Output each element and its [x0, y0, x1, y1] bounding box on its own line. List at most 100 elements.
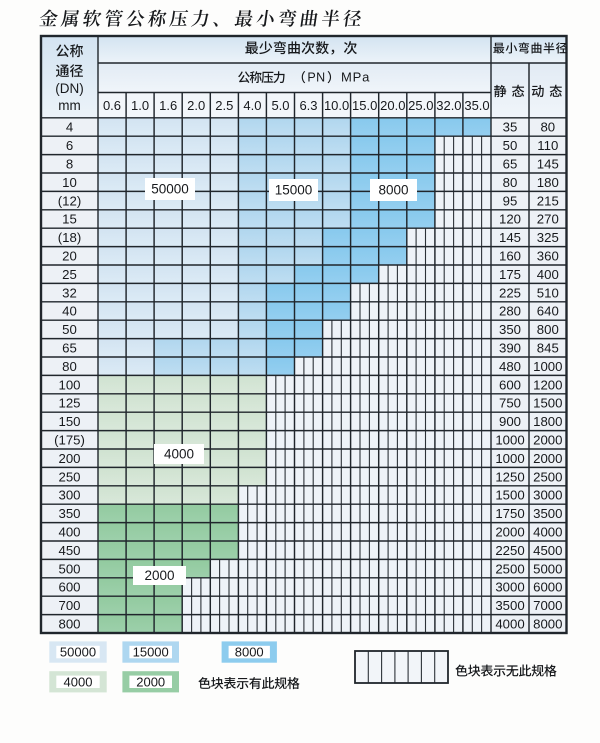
svg-text:510: 510	[537, 285, 559, 300]
svg-text:MPa: MPa	[341, 70, 370, 85]
svg-text:1.6: 1.6	[159, 98, 177, 113]
svg-text:350: 350	[58, 506, 80, 521]
svg-text:325: 325	[537, 230, 559, 245]
svg-text:1000: 1000	[533, 359, 562, 374]
svg-text:1250: 1250	[495, 469, 524, 484]
svg-text:2000: 2000	[533, 433, 562, 448]
svg-text:2.5: 2.5	[215, 98, 233, 113]
svg-text:1800: 1800	[533, 414, 562, 429]
svg-text:225: 225	[499, 285, 521, 300]
svg-text:640: 640	[537, 304, 559, 319]
svg-text:2000: 2000	[136, 674, 165, 689]
svg-text:6: 6	[66, 138, 73, 153]
svg-text:2000: 2000	[495, 525, 524, 540]
svg-text:110: 110	[537, 138, 558, 153]
svg-text:800: 800	[58, 617, 80, 632]
svg-text:700: 700	[58, 598, 80, 613]
svg-text:50: 50	[62, 322, 77, 337]
svg-text:1.0: 1.0	[131, 98, 149, 113]
svg-text:20.0: 20.0	[380, 98, 405, 113]
svg-text:1500: 1500	[495, 488, 524, 503]
svg-text:80: 80	[540, 120, 555, 135]
svg-text:900: 900	[499, 414, 521, 429]
svg-text:4000: 4000	[64, 674, 93, 689]
svg-text:1200: 1200	[533, 377, 562, 392]
svg-text:4.0: 4.0	[243, 98, 261, 113]
svg-text:0.6: 0.6	[103, 98, 121, 113]
svg-text:160: 160	[499, 249, 521, 264]
svg-text:40: 40	[62, 304, 77, 319]
svg-text:400: 400	[58, 525, 80, 540]
svg-text:1750: 1750	[495, 506, 524, 521]
svg-text:7000: 7000	[533, 598, 562, 613]
svg-text:360: 360	[537, 249, 559, 264]
svg-text:(DN): (DN)	[55, 81, 84, 96]
svg-text:25.0: 25.0	[408, 98, 433, 113]
svg-text:125: 125	[58, 396, 80, 411]
svg-text:95: 95	[503, 193, 518, 208]
svg-text:32.0: 32.0	[436, 98, 461, 113]
svg-text:215: 215	[537, 193, 559, 208]
svg-text:480: 480	[499, 359, 521, 374]
svg-text:35.0: 35.0	[464, 98, 489, 113]
svg-text:2.0: 2.0	[187, 98, 205, 113]
svg-text:350: 350	[499, 322, 521, 337]
svg-text:270: 270	[537, 212, 559, 227]
svg-text:4500: 4500	[533, 543, 562, 558]
svg-text:1000: 1000	[495, 433, 524, 448]
svg-text:750: 750	[499, 396, 521, 411]
svg-text:4000: 4000	[533, 525, 562, 540]
svg-text:150: 150	[58, 414, 80, 429]
svg-text:100: 100	[58, 377, 80, 392]
svg-text:600: 600	[58, 580, 80, 595]
svg-text:1500: 1500	[533, 396, 562, 411]
svg-text:15: 15	[62, 212, 77, 227]
svg-text:3000: 3000	[533, 488, 562, 503]
svg-text:PN: PN	[307, 71, 325, 85]
svg-text:80: 80	[503, 175, 518, 190]
svg-text:4000: 4000	[495, 617, 524, 632]
svg-text:600: 600	[499, 377, 521, 392]
svg-text:3000: 3000	[495, 580, 524, 595]
svg-text:2500: 2500	[495, 561, 524, 576]
svg-text:8000: 8000	[533, 617, 562, 632]
svg-text:280: 280	[499, 304, 521, 319]
svg-text:3500: 3500	[495, 598, 524, 613]
svg-text:450: 450	[58, 543, 80, 558]
svg-text:15000: 15000	[275, 183, 313, 198]
svg-text:180: 180	[537, 175, 559, 190]
svg-text:80: 80	[62, 359, 77, 374]
svg-text:8000: 8000	[378, 183, 408, 198]
svg-text:3500: 3500	[533, 506, 562, 521]
svg-text:175: 175	[499, 267, 521, 282]
svg-text:(18): (18)	[58, 230, 81, 245]
svg-text:50000: 50000	[151, 182, 189, 197]
svg-text:145: 145	[537, 157, 559, 172]
svg-text:4: 4	[66, 120, 73, 135]
svg-text:5.0: 5.0	[271, 98, 289, 113]
svg-text:10.0: 10.0	[324, 98, 349, 113]
svg-text:200: 200	[58, 451, 80, 466]
svg-text:10: 10	[62, 175, 77, 190]
svg-text:(12): (12)	[58, 193, 81, 208]
svg-text:15.0: 15.0	[352, 98, 377, 113]
svg-text:mm: mm	[58, 98, 81, 113]
svg-text:2250: 2250	[495, 543, 524, 558]
svg-text:800: 800	[537, 322, 559, 337]
svg-text:500: 500	[58, 561, 80, 576]
svg-text:8: 8	[66, 157, 73, 172]
svg-text:4000: 4000	[164, 447, 194, 462]
svg-text:15000: 15000	[133, 645, 169, 660]
svg-text:(175): (175)	[54, 433, 85, 448]
svg-text:65: 65	[62, 341, 77, 356]
svg-text:300: 300	[58, 488, 80, 503]
svg-text:2500: 2500	[533, 469, 562, 484]
svg-text:2000: 2000	[533, 451, 562, 466]
svg-text:35: 35	[503, 120, 518, 135]
svg-text:1000: 1000	[495, 451, 524, 466]
svg-text:120: 120	[499, 212, 521, 227]
svg-text:8000: 8000	[235, 645, 264, 660]
svg-text:65: 65	[503, 157, 518, 172]
svg-text:845: 845	[537, 341, 559, 356]
svg-text:6000: 6000	[533, 580, 562, 595]
